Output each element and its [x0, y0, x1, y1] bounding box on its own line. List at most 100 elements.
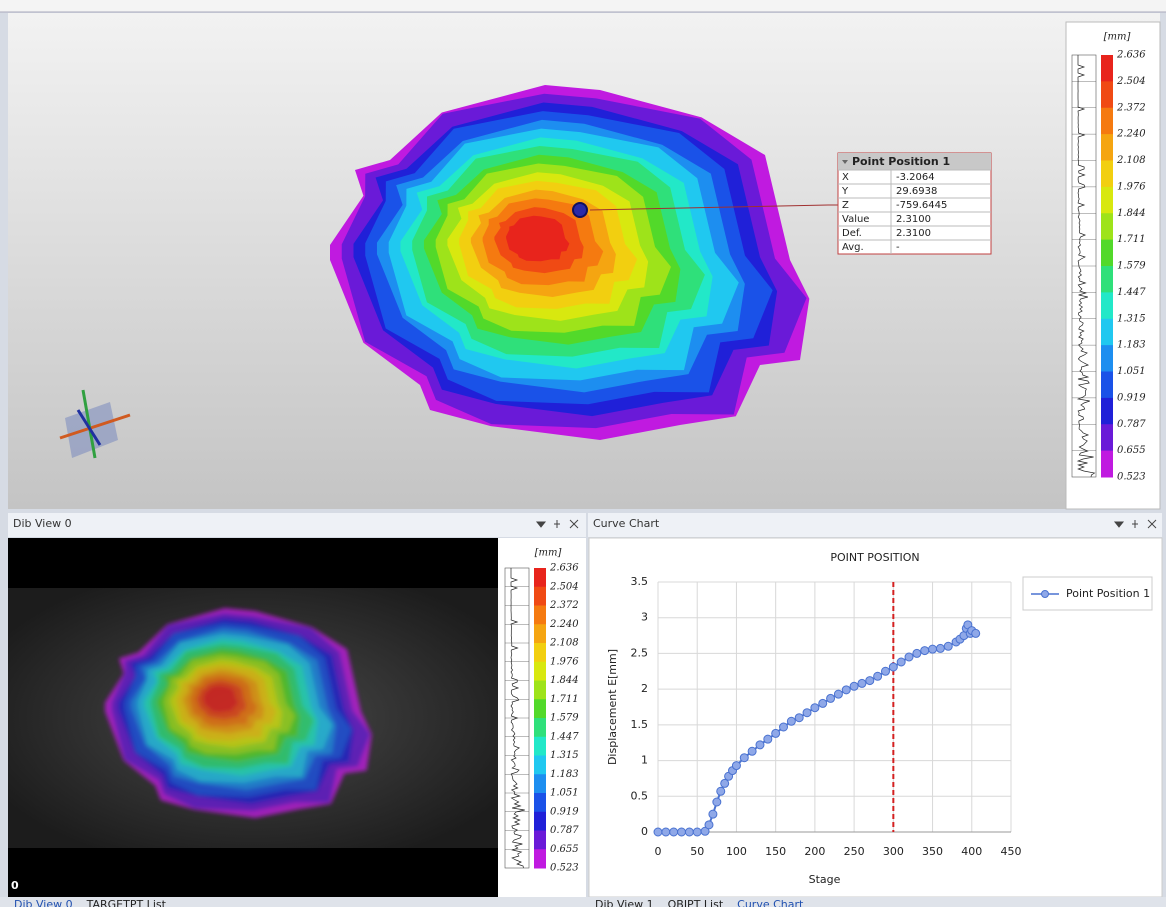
data-point	[943, 641, 953, 651]
colorbar-label: 0.655	[1117, 445, 1146, 456]
panel-header	[588, 513, 1162, 537]
colorbar-label: 2.636	[1116, 50, 1146, 61]
colorbar-band	[534, 718, 546, 738]
row-value: -759.6445	[896, 200, 947, 211]
colorbar-band	[534, 680, 546, 700]
colorbar-label: 2.504	[549, 581, 579, 592]
data-point	[912, 648, 922, 658]
data-point	[704, 820, 714, 830]
x-tick-label: 200	[804, 845, 825, 858]
data-point	[661, 827, 671, 837]
colorbar-band	[534, 755, 546, 775]
colorbar-band	[1101, 81, 1113, 109]
tab[interactable]: OBJPT List	[668, 898, 724, 907]
colorbar-label: 1.711	[550, 694, 579, 705]
data-point	[716, 786, 726, 796]
data-point	[700, 826, 710, 836]
panel-controls[interactable]	[1113, 519, 1157, 529]
row-label: X	[842, 172, 849, 183]
colorbar-band	[534, 793, 546, 813]
x-tick-label: 100	[726, 845, 747, 858]
row-label: Z	[842, 200, 849, 211]
data-point	[833, 689, 843, 699]
colorbar-label: 0.919	[550, 806, 579, 817]
y-tick-label: 1	[641, 754, 648, 767]
data-point	[677, 827, 687, 837]
data-point	[755, 740, 765, 750]
colorbar-band	[1101, 345, 1113, 372]
data-point	[802, 708, 812, 718]
row-value: -3.2064	[896, 172, 935, 183]
colorbar-band	[1101, 292, 1113, 320]
panel-title: Dib View 0	[13, 517, 72, 530]
x-tick-label: 50	[690, 845, 704, 858]
tab[interactable]: Dib View 0	[14, 898, 73, 907]
row-value: 29.6938	[896, 186, 937, 197]
data-point	[708, 809, 718, 819]
colorbar-band	[1101, 266, 1113, 293]
tab[interactable]: Curve Chart	[737, 898, 804, 907]
data-point	[857, 678, 867, 688]
colorbar-unit: [mm]	[535, 548, 562, 559]
x-tick-label: 450	[1001, 845, 1022, 858]
colorbar-band	[1101, 450, 1113, 478]
data-point	[720, 778, 730, 788]
data-point	[684, 827, 694, 837]
row-value: 2.3100	[896, 214, 931, 225]
y-tick-label: 2	[641, 682, 648, 695]
colorbar-label: 0.787	[1117, 419, 1146, 430]
data-point	[873, 671, 883, 681]
panel-title: Curve Chart	[593, 517, 660, 530]
x-tick-label: 0	[655, 845, 662, 858]
colorbar-band	[534, 811, 546, 831]
point-marker[interactable]	[572, 202, 588, 218]
colorbar-band	[1101, 186, 1113, 214]
data-point	[849, 681, 859, 691]
tab[interactable]: TARGETPT List	[86, 898, 167, 907]
x-tick-label: 400	[961, 845, 982, 858]
colorbar-band	[1101, 107, 1113, 135]
y-tick-label: 1.5	[631, 718, 649, 731]
colorbar-band	[534, 849, 546, 869]
panel-header	[8, 513, 586, 537]
colorbar-band	[534, 661, 546, 681]
y-axis-label: Displacement E[mm]	[606, 649, 619, 765]
row-label: Value	[842, 214, 869, 225]
colorbar-band	[1101, 424, 1113, 452]
data-point	[747, 746, 757, 756]
x-tick-label: 300	[883, 845, 904, 858]
colorbar-band	[534, 643, 546, 663]
data-point	[786, 716, 796, 726]
data-point	[935, 643, 945, 653]
contour-band	[506, 215, 570, 262]
colorbar-label: 1.844	[1117, 208, 1146, 219]
colorbar-band	[1101, 134, 1113, 161]
colorbar-band	[534, 736, 546, 756]
data-point	[971, 628, 981, 638]
colorbar-band	[1101, 371, 1113, 399]
table-title: Point Position 1	[852, 155, 950, 168]
y-tick-label: 3.5	[631, 575, 649, 588]
colorbar-label: 2.240	[549, 619, 579, 630]
data-point	[763, 734, 773, 744]
colorbar-band	[1101, 55, 1113, 82]
colorbar-label: 2.372	[549, 600, 579, 611]
data-point	[731, 761, 741, 771]
tabs: Dib View 0 TARGETPT List Dib View 1 OBJPT L…	[14, 898, 804, 907]
colorbar-band	[534, 568, 546, 588]
row-value: 2.3100	[896, 228, 931, 239]
contour-band	[203, 685, 239, 713]
colorbar-label: 1.976	[1117, 181, 1146, 192]
panel-controls[interactable]	[535, 519, 579, 529]
legend-entry: Point Position 1	[1066, 587, 1150, 600]
colorbar-label: 1.711	[1117, 234, 1146, 245]
data-point	[826, 693, 836, 703]
colorbar-label: 1.447	[1117, 287, 1146, 298]
colorbar-label: 0.523	[1117, 472, 1146, 483]
data-point	[810, 703, 820, 713]
x-tick-label: 250	[844, 845, 865, 858]
data-point	[920, 646, 930, 656]
data-point	[841, 685, 851, 695]
frame-number: 0	[11, 879, 19, 892]
tab[interactable]: Dib View 1	[595, 898, 654, 907]
